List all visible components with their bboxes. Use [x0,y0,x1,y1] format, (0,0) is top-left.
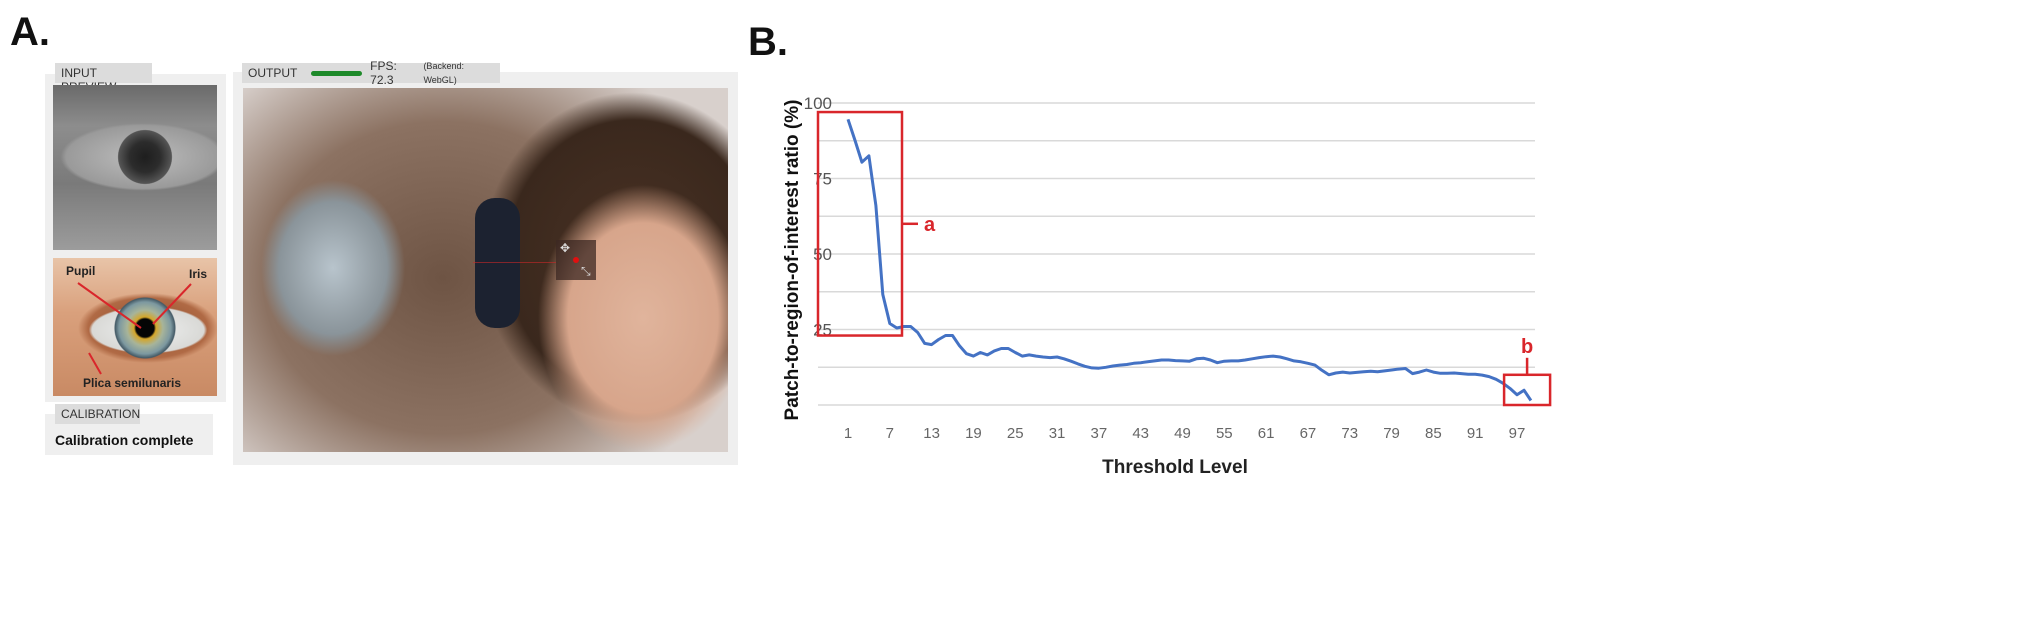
x-tick-label: 1 [844,425,852,442]
x-tick-label: 73 [1341,425,1358,442]
x-tick-label: 67 [1300,425,1317,442]
x-tick-label: 37 [1091,425,1108,442]
resize-handle-icon[interactable]: ⤡ [581,264,591,278]
x-tick-label: 61 [1258,425,1275,442]
y-tick-label: 75 [813,170,832,189]
x-tick-label: 19 [965,425,982,442]
y-tick-label: 50 [813,245,832,264]
x-axis-title: Threshold Level [1102,457,1248,478]
fps-bar [311,70,363,76]
eye-anatomy-pointers [77,282,192,375]
backend-text: (Backend: WebGL) [423,61,464,85]
plica-label: Plica semilunaris [83,376,182,390]
output-tab-label: OUTPUT [248,66,298,80]
annotation-label-a: a [924,214,936,236]
x-tick-label: 13 [923,425,940,442]
annotation-label-b: b [1521,336,1533,358]
x-tick-label: 43 [1132,425,1149,442]
x-tick-label: 55 [1216,425,1233,442]
x-tick-label: 7 [886,425,894,442]
webcam-output-image: ✥ ⤡ [243,88,728,452]
x-tick-label: 97 [1509,425,1526,442]
eye-tracking-patch: ✥ ⤡ [556,240,596,280]
eye-roi-line [473,262,556,263]
panel-b-label: B. [748,20,788,64]
y-tick-label: 100 [804,94,832,113]
x-tick-label: 79 [1383,425,1400,442]
eye-anatomy-image: Pupil Iris Plica semilunaris [53,258,217,396]
input-eye-preview-image [53,85,217,250]
output-tab[interactable]: OUTPUT FPS: 72.3 (Backend: WebGL) [242,59,500,87]
fps-text: FPS: 72.3 [370,59,397,87]
input-preview-tab[interactable]: INPUT PREVIEW [55,63,152,94]
calibration-tab[interactable]: CALIBRATION [55,404,140,424]
x-tick-label: 31 [1049,425,1066,442]
iris-label: Iris [189,267,208,281]
pupil-label: Pupil [66,264,96,278]
gaze-point-marker [573,257,579,263]
calibration-status: Calibration complete [55,432,194,448]
x-tick-label: 49 [1174,425,1191,442]
headphones [475,198,520,328]
annotation-box-a [816,110,904,337]
x-tick-label: 85 [1425,425,1442,442]
x-tick-label: 91 [1467,425,1484,442]
y-axis-title: Patch-to-region-of-interest ratio (%) [782,100,803,421]
move-handle-icon[interactable]: ✥ [560,241,571,255]
panel-a-label: A. [10,10,50,54]
x-tick-label: 25 [1007,425,1024,442]
series-line-ratio [846,118,1533,402]
